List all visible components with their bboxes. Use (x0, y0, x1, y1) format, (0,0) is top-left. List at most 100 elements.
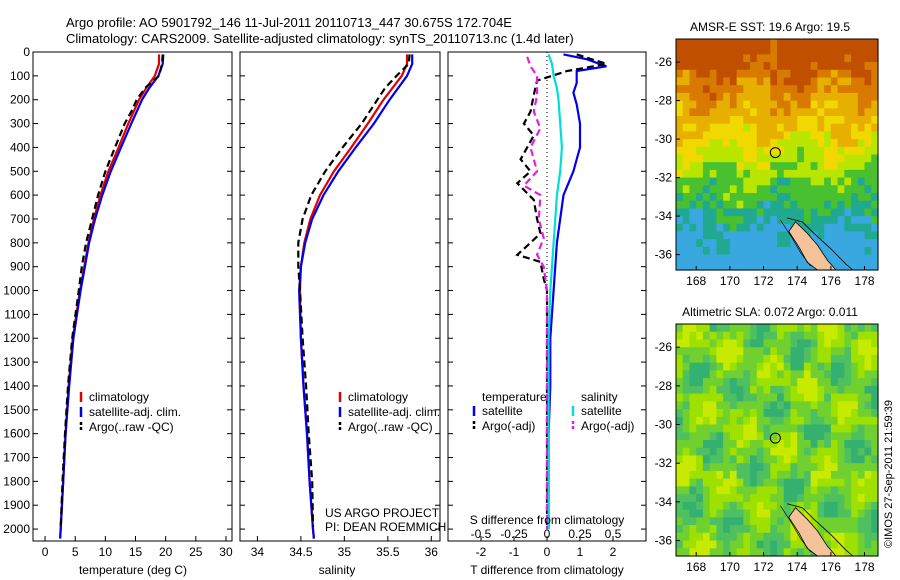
map-cell (871, 532, 879, 542)
map-cell (723, 246, 731, 256)
map-cell (871, 108, 879, 117)
map-cell (770, 393, 778, 402)
map-cell (864, 162, 872, 171)
map-cell (797, 262, 805, 271)
map-cell (844, 478, 852, 487)
map-cell (756, 69, 765, 79)
map-cell (844, 401, 852, 410)
map-cell (844, 324, 852, 333)
map-cell (817, 223, 825, 233)
map-cell (810, 216, 818, 225)
map-cell (851, 62, 859, 71)
map-cell (770, 331, 778, 341)
map-cell (702, 85, 711, 94)
map-cell (851, 354, 859, 364)
map-cell (723, 509, 731, 518)
map-cell (716, 185, 724, 194)
map-cell (790, 362, 798, 371)
map-cell (837, 46, 845, 55)
map-cell (743, 254, 751, 263)
map-cell (702, 123, 711, 132)
map-cell (783, 100, 792, 109)
map-cell (777, 478, 785, 487)
map-cell (736, 478, 744, 487)
map-cell (729, 517, 738, 526)
map-cell (696, 509, 704, 518)
map-cell (777, 486, 785, 495)
map-cell (682, 416, 691, 426)
map-cell (864, 116, 872, 125)
map-cell (797, 100, 805, 109)
map-cell (676, 116, 684, 125)
map-cell (857, 54, 866, 63)
map-cell (709, 339, 717, 348)
map-cell (702, 347, 711, 356)
map-cell (676, 46, 684, 55)
map-cell (837, 393, 845, 402)
map-cell (783, 354, 792, 364)
map-cell (743, 223, 751, 233)
map-cell (817, 486, 825, 495)
map-cell (777, 69, 785, 79)
argo-marker (769, 432, 781, 444)
map-cell (864, 470, 872, 480)
map-cell (830, 401, 839, 410)
map-cell (864, 501, 872, 511)
map-cell (871, 77, 879, 86)
map-cell (736, 262, 744, 271)
map-cell (770, 424, 778, 433)
map-cell (851, 116, 859, 125)
map-cell (696, 393, 704, 402)
map-cell (797, 339, 805, 348)
map-cell (830, 331, 839, 341)
map-cell (709, 100, 717, 109)
map-cell (830, 169, 839, 179)
map-cell (682, 223, 691, 233)
map-cell (756, 424, 765, 433)
map-cell (716, 440, 724, 449)
map-cell (723, 208, 731, 217)
map-cell (756, 370, 765, 379)
map-cell (729, 385, 738, 395)
map-cell (837, 246, 845, 256)
map-cell (756, 54, 765, 63)
map-cell (716, 447, 724, 457)
map-cell (851, 440, 859, 449)
map-cell (750, 92, 758, 102)
map-cell (777, 262, 785, 271)
map-cell (871, 185, 879, 194)
map-cell (824, 108, 832, 117)
map-cell (817, 324, 825, 333)
map-cell (824, 378, 832, 387)
map-cell (729, 208, 738, 217)
map-cell (824, 139, 832, 148)
map-cell (716, 486, 724, 495)
map-cell (763, 393, 771, 402)
map-cell (837, 262, 845, 271)
map-cell (696, 548, 704, 557)
map-cell (857, 478, 866, 487)
map-cell (790, 447, 798, 457)
map-cell (756, 177, 765, 186)
map-cell (777, 378, 785, 387)
map-cell (696, 470, 704, 480)
map-cell (736, 208, 744, 217)
map-cell (729, 409, 738, 418)
map-cell (756, 486, 765, 495)
map-cell (790, 393, 798, 402)
map-cell (790, 139, 798, 148)
sla-map-title: Altimetric SLA: 0.072 Argo: 0.011 (682, 305, 858, 319)
map-cell (743, 354, 751, 364)
map-cell (851, 494, 859, 503)
map-cell (716, 46, 724, 55)
map-cell (696, 501, 704, 511)
map-cell (676, 525, 684, 534)
map-cell (783, 146, 792, 156)
map-cell (871, 525, 879, 534)
map-cell (857, 223, 866, 233)
map-cell (682, 146, 691, 156)
map-cell (736, 131, 744, 140)
map-cell (810, 139, 818, 148)
map-cell (729, 123, 738, 132)
map-cell (871, 347, 879, 356)
